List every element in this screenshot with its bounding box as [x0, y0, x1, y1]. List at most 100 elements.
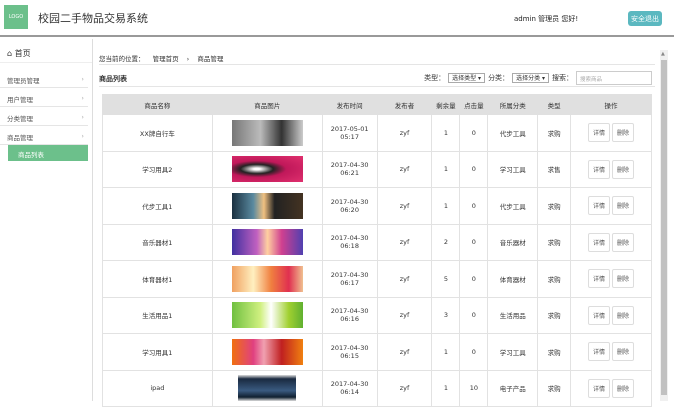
publish-date: 2017-04-30	[330, 380, 369, 389]
type: 求售	[537, 150, 572, 188]
publisher: zyf	[376, 369, 433, 407]
type: 求购	[537, 333, 572, 371]
sidebar: ⌂ 首页 管理员管理 › 用户管理 › 分类管理 › 商品管理 › 商品列表	[0, 39, 93, 401]
table-row: 生活用品1 2017-04-30 06:16 zyf 3 0 生活用品 求购 详情…	[102, 296, 652, 334]
goods-image	[231, 338, 303, 365]
publish-date: 2017-04-30	[330, 197, 369, 206]
goods-name: 生活用品1	[102, 296, 213, 334]
type: 求购	[537, 114, 572, 152]
breadcrumb-link[interactable]: 管理首页	[152, 55, 179, 63]
category: 生活用品	[487, 296, 539, 334]
publish-time: 06:15	[340, 351, 359, 360]
publish-date: 2017-04-30	[330, 307, 369, 316]
table-row: XX牌自行车 2017-05-01 05:17 zyf 1 0 代步工具 求购 详…	[102, 114, 652, 152]
category: 学习工具	[487, 333, 539, 371]
goods-image	[231, 119, 303, 146]
type: 求购	[537, 260, 572, 298]
chevron-right-icon: ›	[186, 55, 190, 63]
clicks: 0	[459, 260, 489, 298]
detail-button[interactable]: 详情	[588, 232, 611, 252]
table-row: ipad 2017-04-30 06:14 zyf 1 10 电子产品 求购 详情…	[102, 369, 652, 407]
detail-button[interactable]: 详情	[588, 269, 611, 289]
breadcrumb-current: 商品管理	[197, 55, 224, 63]
detail-button[interactable]: 详情	[588, 123, 611, 143]
scrollbar-thumb[interactable]	[661, 60, 667, 395]
publish-date: 2017-04-30	[330, 270, 369, 279]
sidebar-item-users[interactable]: 用户管理 ›	[0, 89, 88, 107]
table-row: 体育器材1 2017-04-30 06:17 zyf 5 0 体育器材 求购 详情…	[102, 260, 652, 298]
clicks: 0	[459, 223, 489, 261]
remaining: 5	[431, 260, 461, 298]
column-header: 类型	[537, 94, 572, 115]
type-select[interactable]: 选择类型 ▾	[448, 73, 486, 83]
remaining: 1	[431, 150, 461, 188]
remaining: 1	[431, 187, 461, 225]
goods-image	[238, 375, 297, 402]
publish-time: 06:16	[340, 315, 359, 324]
publish-date: 2017-04-30	[330, 343, 369, 352]
type: 求购	[537, 223, 572, 261]
goods-image	[231, 156, 303, 183]
remaining: 1	[431, 333, 461, 371]
category-select[interactable]: 选择分类 ▾	[512, 73, 549, 83]
scroll-up-icon[interactable]: ▲	[661, 51, 665, 57]
column-header: 剩余量	[431, 94, 461, 115]
goods-image	[231, 265, 303, 292]
remaining: 1	[431, 114, 461, 152]
publisher: zyf	[376, 333, 433, 371]
publisher: zyf	[376, 260, 433, 298]
goods-image	[231, 192, 303, 219]
category: 学习工具	[487, 150, 539, 188]
column-header: 操作	[570, 94, 652, 115]
user-greeting: admin 管理员 您好!	[514, 15, 579, 23]
chevron-right-icon: ›	[81, 94, 84, 102]
table-row: 学习用具1 2017-04-30 06:15 zyf 1 0 学习工具 求购 详情…	[102, 333, 652, 371]
column-header: 发布时间	[321, 94, 378, 115]
chevron-right-icon: ›	[81, 113, 84, 121]
type: 求购	[537, 187, 572, 225]
scrollbar[interactable]: ▲	[660, 50, 668, 401]
goods-image	[231, 302, 303, 329]
delete-button[interactable]: 删除	[612, 378, 635, 398]
column-header: 发布者	[376, 94, 433, 115]
sidebar-subitem-goods-list[interactable]: 商品列表	[8, 145, 88, 161]
delete-button[interactable]: 删除	[612, 305, 635, 325]
delete-button[interactable]: 删除	[612, 342, 635, 362]
publish-time: 06:21	[340, 169, 359, 178]
logo: LOGO	[4, 5, 28, 29]
delete-button[interactable]: 删除	[612, 196, 635, 216]
chevron-right-icon: ›	[81, 132, 84, 140]
goods-name: ipad	[102, 369, 213, 407]
detail-button[interactable]: 详情	[588, 305, 611, 325]
delete-button[interactable]: 删除	[612, 159, 635, 179]
detail-button[interactable]: 详情	[588, 378, 611, 398]
publish-time: 05:17	[340, 132, 359, 141]
publisher: zyf	[376, 296, 433, 334]
breadcrumb: 您当前的位置： 管理首页 › 商品管理	[99, 53, 655, 65]
publish-date: 2017-04-30	[330, 161, 369, 170]
logout-button[interactable]: 安全退出	[628, 11, 662, 26]
search-input[interactable]: 搜索商品	[576, 71, 652, 85]
delete-button[interactable]: 删除	[612, 269, 635, 289]
sidebar-item-categories[interactable]: 分类管理 ›	[0, 108, 88, 126]
goods-name: 体育器材1	[102, 260, 213, 298]
delete-button[interactable]: 删除	[612, 123, 635, 143]
table-row: 代步工具1 2017-04-30 06:20 zyf 1 0 代步工具 求购 详情…	[102, 187, 652, 225]
clicks: 0	[459, 296, 489, 334]
clicks: 0	[459, 333, 489, 371]
detail-button[interactable]: 详情	[588, 342, 611, 362]
column-header: 商品图片	[211, 94, 323, 115]
home-icon: ⌂	[7, 49, 15, 58]
detail-button[interactable]: 详情	[588, 159, 611, 179]
detail-button[interactable]: 详情	[588, 196, 611, 216]
delete-button[interactable]: 删除	[612, 232, 635, 252]
sidebar-home[interactable]: ⌂ 首页	[0, 39, 92, 63]
table-row: 学习用具2 2017-04-30 06:21 zyf 1 0 学习工具 求售 详情…	[102, 150, 652, 188]
clicks: 0	[459, 114, 489, 152]
sidebar-item-admin[interactable]: 管理员管理 ›	[0, 70, 88, 88]
goods-image	[231, 229, 303, 256]
sidebar-item-goods[interactable]: 商品管理 ›	[0, 127, 88, 145]
goods-name: 学习用具2	[102, 150, 213, 188]
type: 求购	[537, 296, 572, 334]
publisher: zyf	[376, 187, 433, 225]
